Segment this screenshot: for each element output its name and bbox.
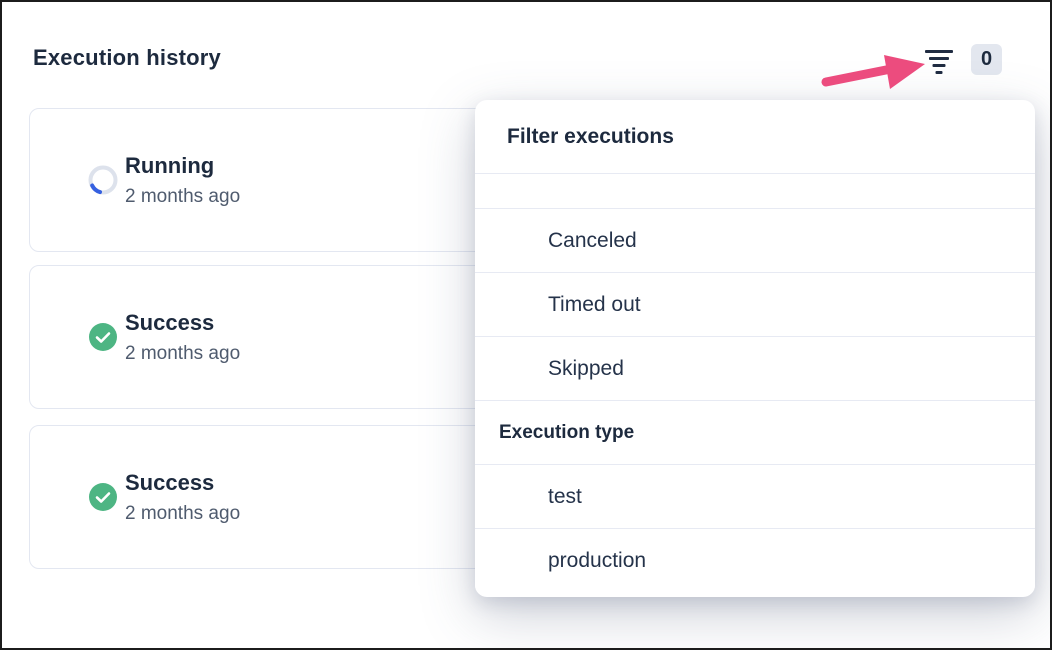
execution-card-text: Success 2 months ago — [125, 310, 240, 365]
filter-icon-bar — [925, 49, 953, 53]
execution-card-text: Success 2 months ago — [125, 470, 240, 525]
filter-count-badge: 0 — [971, 44, 1002, 75]
filter-option-error-clipped[interactable]: Error — [475, 174, 1035, 209]
execution-status: Success — [125, 469, 215, 495]
filter-funnel-icon[interactable] — [925, 47, 953, 74]
filter-option-label: test — [548, 484, 582, 508]
filter-option-label: Error — [548, 174, 595, 180]
execution-status: Running — [125, 152, 215, 178]
filter-option-skipped[interactable]: Skipped — [475, 337, 1035, 401]
filter-option-label: production — [548, 549, 647, 572]
execution-time: 2 months ago — [125, 342, 241, 364]
filter-panel-title: Filter executions — [475, 100, 1035, 174]
filter-option-label: Canceled — [548, 228, 637, 252]
filter-option-label: Skipped — [548, 356, 624, 380]
execution-card-text: Running 2 months ago — [125, 153, 240, 208]
filter-executions-panel: Filter executions Error Canceled Timed o… — [475, 100, 1035, 597]
execution-time: 2 months ago — [125, 185, 241, 207]
page-title: Execution history — [33, 45, 221, 70]
execution-time: 2 months ago — [125, 502, 241, 524]
filter-option-timed-out[interactable]: Timed out — [475, 273, 1035, 337]
annotation-arrow-icon — [821, 55, 925, 89]
filter-option-label: Timed out — [548, 292, 641, 316]
filter-option-test[interactable]: test — [475, 465, 1035, 529]
filter-icon-bar — [929, 56, 949, 60]
filter-icon-bar — [935, 70, 943, 74]
filter-section-execution-type: Execution type — [475, 401, 1035, 465]
execution-status: Success — [125, 309, 215, 335]
check-circle-icon — [89, 483, 117, 511]
spinner-icon — [88, 165, 118, 195]
check-circle-icon — [89, 323, 117, 351]
filter-option-production[interactable]: production — [475, 529, 1035, 593]
filter-option-canceled[interactable]: Canceled — [475, 209, 1035, 273]
header-controls: 0 — [925, 44, 1002, 75]
filter-icon-bar — [932, 63, 946, 67]
